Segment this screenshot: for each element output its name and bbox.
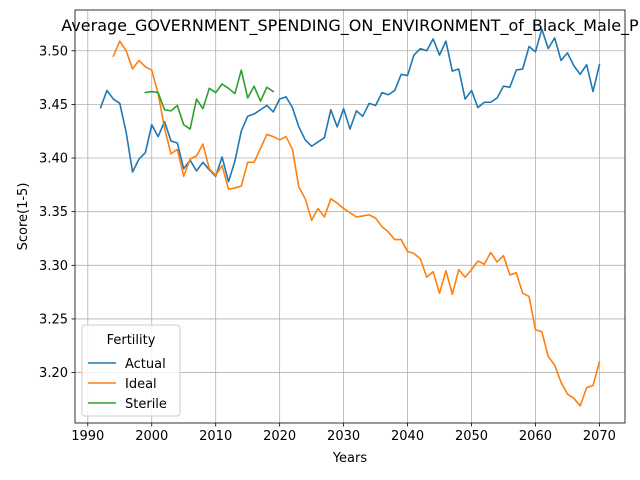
series-line-sterile bbox=[144, 69, 275, 130]
plot-frame bbox=[74, 9, 626, 424]
x-tick-label: 2030 bbox=[327, 429, 360, 444]
series-line-ideal bbox=[112, 40, 601, 407]
x-tick-label: 2050 bbox=[455, 429, 488, 444]
legend-label-actual: Actual bbox=[125, 357, 166, 372]
legend-title: Fertility bbox=[107, 333, 156, 348]
y-tick-label: 3.30 bbox=[39, 259, 68, 274]
legend-label-sterile: Sterile bbox=[125, 397, 167, 412]
x-tick-label: 2010 bbox=[199, 429, 232, 444]
legend: Fertility Actual Ideal Sterile bbox=[81, 324, 181, 417]
x-tick-label: 2060 bbox=[519, 429, 552, 444]
y-tick-label: 3.40 bbox=[39, 152, 68, 167]
y-axis-ticks: 3.20 3.25 3.30 3.35 3.40 3.45 3.50 bbox=[39, 44, 75, 381]
x-tick-label: 2020 bbox=[263, 429, 296, 444]
chart-title: Average_GOVERNMENT_SPENDING_ON_ENVIRONME… bbox=[61, 16, 639, 36]
legend-label-ideal: Ideal bbox=[125, 377, 157, 392]
y-tick-label: 3.20 bbox=[39, 366, 68, 381]
x-tick-label: 1990 bbox=[71, 429, 104, 444]
y-tick-label: 3.45 bbox=[39, 98, 68, 113]
series-lines bbox=[99, 28, 601, 407]
y-tick-label: 3.25 bbox=[39, 312, 68, 327]
series-line-actual bbox=[99, 28, 601, 183]
y-tick-label: 3.35 bbox=[39, 205, 68, 220]
x-tick-label: 2070 bbox=[583, 429, 616, 444]
y-axis-label: Score(1-5) bbox=[16, 183, 31, 251]
x-tick-label: 2000 bbox=[135, 429, 168, 444]
x-axis-label: Years bbox=[332, 451, 368, 466]
legend-box bbox=[81, 324, 181, 417]
x-axis-ticks: 1990 2000 2010 2020 2030 2040 2050 2060 2070 bbox=[71, 423, 616, 444]
x-tick-label: 2040 bbox=[391, 429, 424, 444]
y-tick-label: 3.50 bbox=[39, 44, 68, 59]
